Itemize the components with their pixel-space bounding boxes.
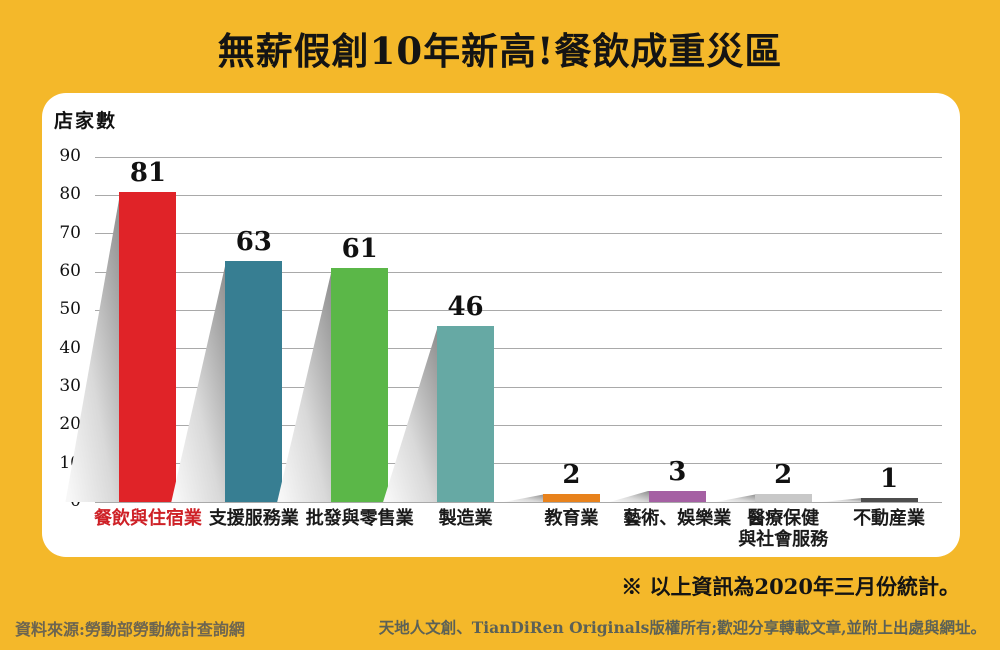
bar-value-label: 3	[668, 456, 687, 487]
bar	[225, 260, 283, 502]
gridline	[95, 424, 942, 426]
gridline	[95, 463, 942, 465]
bar-shadow	[277, 268, 333, 502]
bar-shadow	[503, 494, 544, 502]
bar-shadow	[715, 494, 756, 502]
gridline	[95, 309, 942, 311]
copyright-text: 天地人文創、TianDiRen Originals版權所有;歡迎分享轉載文章,並…	[378, 618, 986, 637]
category-label: 教育業	[544, 508, 599, 529]
category-label: 醫療保健 與社會服務	[738, 508, 829, 550]
gridline	[95, 271, 942, 273]
category-label: 不動産業	[853, 508, 926, 529]
y-axis-tick-label: 20	[59, 414, 81, 435]
category-label: 批發與零售業	[305, 508, 414, 529]
bar-shadow	[821, 498, 862, 502]
gridline	[95, 386, 942, 388]
gridline	[95, 348, 942, 350]
y-axis-tick-label: 80	[59, 184, 81, 205]
page-title: 無薪假創10年新高!餐飲成重災區	[217, 29, 783, 73]
plot-area: 010203040506070809081餐飲與住宿業63支援服務業61批發與零…	[59, 146, 942, 550]
bar-value-label: 2	[774, 460, 793, 491]
gridline	[95, 501, 942, 503]
statistics-period-note: ※ 以上資訊為2020年三月份統計。	[621, 574, 960, 599]
y-axis-tick-label: 40	[59, 337, 81, 358]
bar	[648, 490, 706, 502]
bar	[437, 325, 495, 502]
bar-shadow	[609, 490, 650, 502]
bar-value-label: 2	[562, 460, 581, 491]
bar-value-label: 1	[880, 464, 899, 495]
y-axis-tick-label: 30	[59, 376, 81, 396]
category-label: 支援服務業	[208, 508, 299, 529]
bar-shadow	[171, 260, 227, 502]
bar-value-label: 61	[341, 234, 378, 265]
bar-value-label: 81	[129, 157, 167, 188]
bar	[331, 268, 389, 502]
bar	[860, 498, 918, 502]
bar	[119, 191, 177, 502]
gridline	[95, 194, 942, 196]
category-label: 餐飲與住宿業	[93, 508, 202, 529]
gridline	[95, 233, 942, 235]
bar-shadow	[383, 325, 439, 502]
category-label: 藝術、娛樂業	[623, 508, 732, 529]
gridline	[95, 156, 942, 158]
data-source-text: 資料來源:勞動部勞動統計查詢網	[15, 620, 245, 639]
y-axis-title: 店家數	[54, 110, 118, 132]
bar-value-label: 46	[447, 291, 484, 322]
y-axis-tick-label: 90	[59, 146, 81, 166]
bar	[542, 494, 600, 502]
category-label: 製造業	[438, 508, 493, 529]
y-axis-tick-label: 60	[59, 261, 81, 281]
bar	[754, 494, 812, 502]
bar-value-label: 63	[235, 226, 272, 257]
y-axis-tick-label: 70	[59, 222, 81, 243]
y-axis-tick-label: 50	[59, 299, 81, 320]
